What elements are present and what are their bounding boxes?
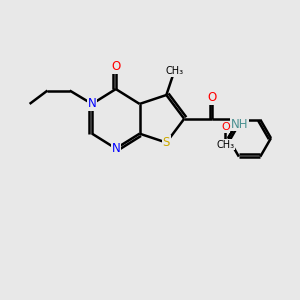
- Text: O: O: [208, 92, 217, 104]
- Text: CH₃: CH₃: [216, 140, 235, 150]
- Text: N: N: [88, 98, 96, 110]
- Text: NH: NH: [230, 118, 248, 130]
- Text: O: O: [111, 60, 120, 73]
- Text: O: O: [221, 122, 230, 132]
- Text: CH₃: CH₃: [165, 66, 183, 76]
- Text: S: S: [163, 136, 170, 149]
- Text: N: N: [111, 142, 120, 155]
